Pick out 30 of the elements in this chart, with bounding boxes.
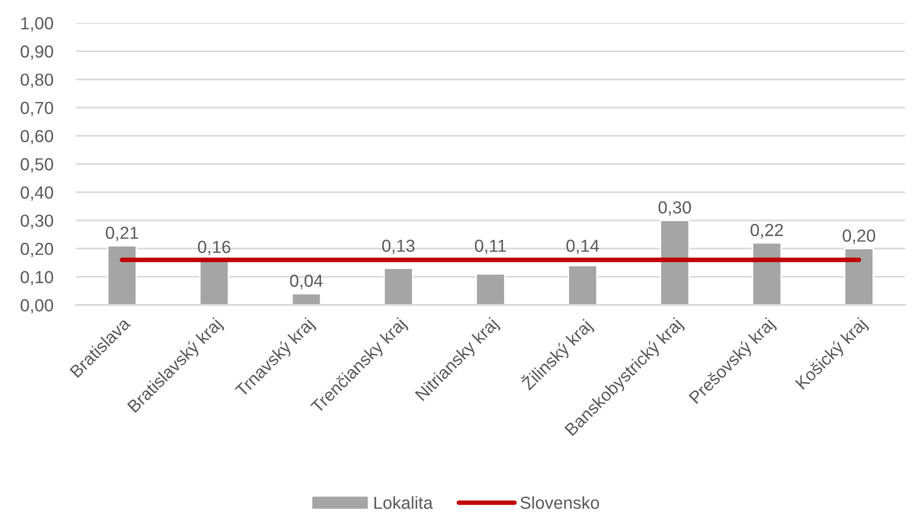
- legend-label: Slovensko: [520, 496, 600, 509]
- y-tick-label: 1,00: [21, 17, 54, 32]
- bar: [476, 273, 506, 305]
- data-label: 0,11: [474, 240, 506, 254]
- data-label: 0,20: [842, 229, 876, 244]
- y-tick-label: 0,00: [20, 299, 54, 314]
- y-tick-label: 0,10: [20, 270, 54, 286]
- y-tick-label: 0,70: [20, 102, 54, 116]
- y-tick-label: 0,30: [20, 214, 54, 229]
- data-label: 0,04: [290, 274, 323, 289]
- legend-label: Lokalita: [374, 496, 433, 509]
- data-label: 0,13: [382, 240, 415, 254]
- data-label: 0,16: [198, 240, 230, 256]
- bar: [660, 220, 690, 305]
- data-label: 0,22: [750, 224, 783, 238]
- y-tick-label: 0,90: [20, 45, 54, 60]
- bar: [383, 268, 414, 305]
- data-label: 0,21: [106, 226, 138, 242]
- bar: [752, 242, 782, 305]
- bar: [568, 264, 598, 305]
- y-tick-label: 0,80: [20, 74, 54, 88]
- bar: [107, 245, 138, 305]
- bar: [291, 293, 322, 305]
- data-label: 0,14: [566, 240, 599, 254]
- data-label: 0,30: [658, 201, 691, 216]
- y-tick-label: 0,60: [20, 130, 54, 144]
- y-tick-label: 0,20: [20, 242, 54, 258]
- y-tick-label: 0,40: [20, 186, 54, 201]
- y-tick-label: 0,50: [20, 158, 54, 173]
- bar: [844, 248, 874, 305]
